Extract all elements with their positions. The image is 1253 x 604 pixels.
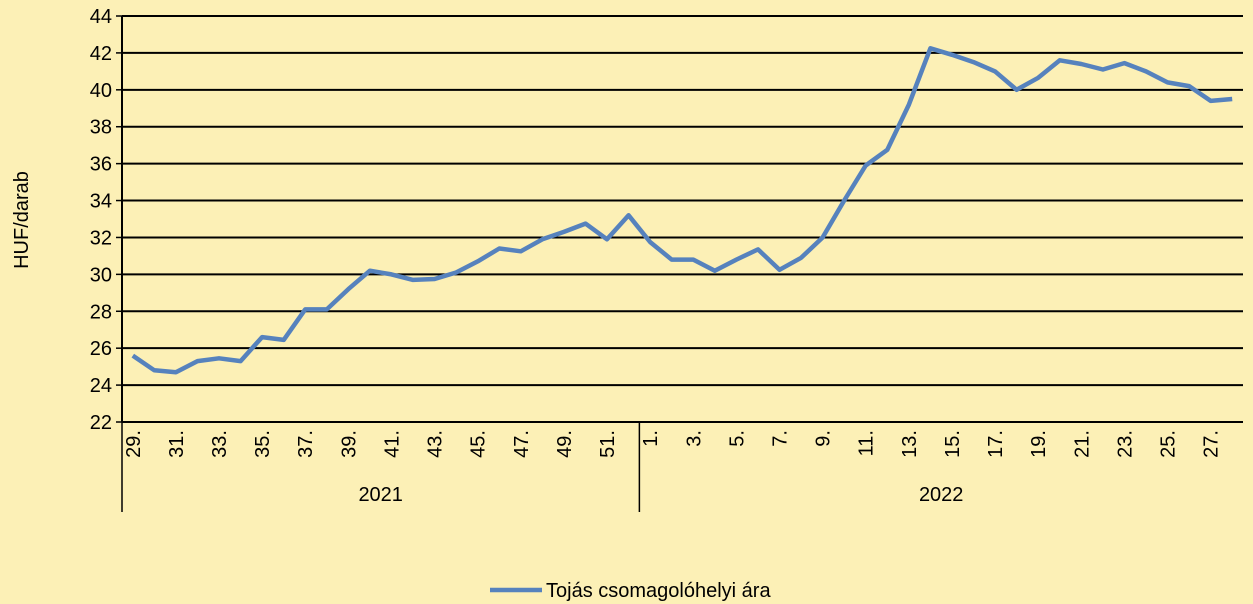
- x-tick-label: 3.: [683, 430, 705, 447]
- y-tick-label: 36: [90, 154, 112, 176]
- x-tick-label: 43.: [425, 430, 447, 458]
- x-tick-label: 27.: [1201, 430, 1223, 458]
- x-tick-label: 37.: [295, 430, 317, 458]
- y-tick-label: 34: [90, 191, 112, 213]
- x-group-label: 2021: [358, 484, 403, 506]
- x-tick-label: 25.: [1158, 430, 1180, 458]
- x-tick-label: 29.: [123, 430, 145, 458]
- x-tick-label: 47.: [511, 430, 533, 458]
- x-tick-label: 41.: [381, 430, 403, 458]
- x-tick-label: 31.: [166, 430, 188, 458]
- x-tick-label: 39.: [338, 430, 360, 458]
- y-tick-label: 38: [90, 117, 112, 139]
- x-tick-label: 51.: [597, 430, 619, 458]
- x-tick-label: 35.: [252, 430, 274, 458]
- x-tick-label: 7.: [770, 430, 792, 447]
- legend-label: Tojás csomagolóhelyi ára: [546, 580, 771, 602]
- x-tick-label: 1.: [640, 430, 662, 447]
- x-tick-label: 13.: [899, 430, 921, 458]
- x-tick-label: 23.: [1114, 430, 1136, 458]
- x-tick-label: 19.: [1028, 430, 1050, 458]
- x-tick-label: 15.: [942, 430, 964, 458]
- data-line: [131, 46, 1233, 375]
- x-tick-label: 49.: [554, 430, 576, 458]
- x-group-label: 2022: [919, 484, 964, 506]
- y-tick-label: 32: [90, 227, 112, 249]
- y-axis-label: HUF/darab: [11, 171, 33, 269]
- y-tick-label: 44: [90, 6, 112, 28]
- x-tick-label: 45.: [468, 430, 490, 458]
- x-tick-label: 21.: [1071, 430, 1093, 458]
- y-tick-label: 24: [90, 375, 112, 397]
- y-tick-label: 40: [90, 80, 112, 102]
- y-tick-label: 30: [90, 264, 112, 286]
- x-tick-label: 33.: [209, 430, 231, 458]
- x-tick-label: 11.: [856, 430, 878, 456]
- x-tick-label: 17.: [985, 430, 1007, 458]
- y-tick-label: 26: [90, 338, 112, 360]
- y-tick-label: 28: [90, 301, 112, 323]
- y-tick-label: 22: [90, 412, 112, 434]
- y-tick-label: 42: [90, 43, 112, 65]
- x-tick-label: 5.: [726, 430, 748, 447]
- x-tick-label: 9.: [813, 430, 835, 447]
